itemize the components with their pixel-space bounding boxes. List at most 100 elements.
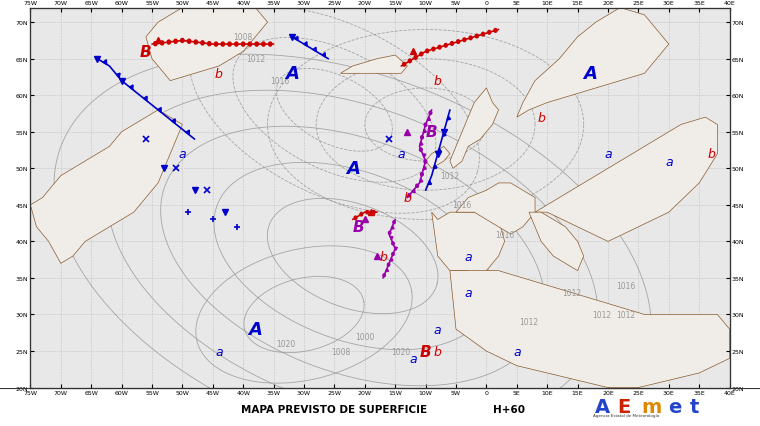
Circle shape <box>268 43 272 47</box>
Circle shape <box>235 43 238 47</box>
Circle shape <box>228 43 231 47</box>
Text: MAPA PREVISTO DE SUPERFICIE: MAPA PREVISTO DE SUPERFICIE <box>242 404 427 414</box>
Circle shape <box>420 53 423 57</box>
Circle shape <box>393 221 395 224</box>
Polygon shape <box>391 226 394 230</box>
Circle shape <box>167 41 170 45</box>
Circle shape <box>403 63 406 67</box>
Text: b: b <box>434 75 442 88</box>
Circle shape <box>475 35 478 39</box>
Text: E: E <box>617 397 630 416</box>
Circle shape <box>438 46 441 50</box>
Polygon shape <box>186 131 189 135</box>
Text: t: t <box>690 397 699 416</box>
Polygon shape <box>420 179 423 183</box>
Text: b: b <box>537 112 545 124</box>
Circle shape <box>424 124 427 127</box>
Polygon shape <box>456 184 535 235</box>
Circle shape <box>414 57 417 60</box>
Polygon shape <box>30 111 182 264</box>
Text: 1016: 1016 <box>495 230 515 239</box>
Text: B: B <box>426 125 438 140</box>
Text: a: a <box>215 345 223 358</box>
Circle shape <box>424 161 427 164</box>
Polygon shape <box>146 0 268 81</box>
Polygon shape <box>172 120 176 124</box>
Polygon shape <box>427 118 430 121</box>
Polygon shape <box>144 97 147 102</box>
Text: b: b <box>434 345 442 358</box>
Polygon shape <box>157 108 161 113</box>
Text: Agencia Estatal de Meteorología: Agencia Estatal de Meteorología <box>593 413 659 417</box>
Text: e: e <box>668 397 682 416</box>
Circle shape <box>188 40 191 44</box>
Text: B: B <box>420 344 432 359</box>
Polygon shape <box>129 86 133 90</box>
Circle shape <box>426 50 429 54</box>
Text: a: a <box>397 148 405 161</box>
Circle shape <box>388 232 391 235</box>
Text: A: A <box>346 160 359 178</box>
Text: 1016: 1016 <box>452 201 472 210</box>
Circle shape <box>488 32 491 35</box>
Polygon shape <box>394 248 397 250</box>
Text: H+60: H+60 <box>493 404 525 414</box>
Text: a: a <box>179 148 186 161</box>
Polygon shape <box>386 269 388 272</box>
Circle shape <box>255 43 258 47</box>
Polygon shape <box>423 130 426 134</box>
Text: 1000: 1000 <box>355 332 375 341</box>
Text: 1012: 1012 <box>440 172 460 181</box>
Text: B: B <box>140 45 152 60</box>
Text: 1012: 1012 <box>616 310 636 319</box>
Text: a: a <box>604 148 612 161</box>
Circle shape <box>249 43 252 47</box>
Polygon shape <box>442 133 446 137</box>
Text: b: b <box>404 192 411 204</box>
Polygon shape <box>390 237 393 240</box>
Circle shape <box>391 253 394 256</box>
Polygon shape <box>390 258 393 261</box>
Text: A: A <box>583 65 597 83</box>
Circle shape <box>160 42 164 46</box>
Text: 1016: 1016 <box>270 77 290 86</box>
Polygon shape <box>322 54 325 58</box>
Text: A: A <box>595 397 610 416</box>
Text: b: b <box>379 250 387 263</box>
Polygon shape <box>447 117 451 121</box>
Text: b: b <box>215 68 223 81</box>
Text: a: a <box>434 323 442 336</box>
Text: m: m <box>641 397 662 416</box>
Text: 1016: 1016 <box>616 281 636 290</box>
Circle shape <box>391 242 394 245</box>
Circle shape <box>372 211 375 214</box>
Polygon shape <box>428 181 432 185</box>
Circle shape <box>445 44 448 48</box>
Circle shape <box>242 43 245 47</box>
Polygon shape <box>304 43 307 47</box>
Circle shape <box>421 136 423 140</box>
Text: a: a <box>464 286 472 299</box>
Circle shape <box>174 40 177 44</box>
Polygon shape <box>438 149 442 153</box>
Text: B: B <box>353 220 365 235</box>
Circle shape <box>429 112 432 115</box>
Text: 1012: 1012 <box>519 317 539 327</box>
Circle shape <box>181 39 184 43</box>
Text: a: a <box>665 155 673 168</box>
Text: a: a <box>464 250 472 263</box>
Circle shape <box>432 48 435 52</box>
Polygon shape <box>450 271 730 388</box>
Text: 1012: 1012 <box>562 288 581 297</box>
Circle shape <box>201 42 204 46</box>
Text: a: a <box>513 345 521 358</box>
Text: 1012: 1012 <box>245 55 265 64</box>
Polygon shape <box>420 142 423 146</box>
Circle shape <box>207 43 211 46</box>
Polygon shape <box>423 155 426 158</box>
Polygon shape <box>426 147 450 169</box>
Polygon shape <box>340 56 407 74</box>
Circle shape <box>420 149 423 152</box>
Circle shape <box>383 274 385 277</box>
Text: 1012: 1012 <box>592 310 612 319</box>
